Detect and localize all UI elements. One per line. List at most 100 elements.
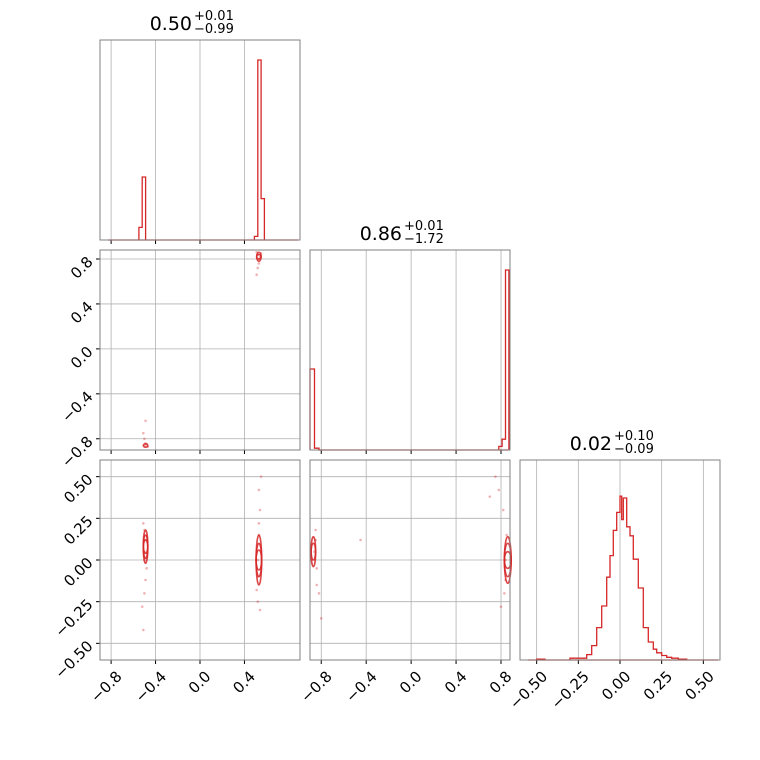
scatter-point bbox=[494, 475, 497, 478]
contour-0-1 bbox=[255, 251, 262, 263]
scatter-point bbox=[143, 592, 146, 595]
scatter-point bbox=[142, 628, 145, 632]
x-tick-label: 0.4 bbox=[229, 668, 259, 698]
title-plus: +0.01 bbox=[194, 9, 234, 24]
title-1: 0.86 +0.01−1.72 bbox=[360, 219, 444, 247]
title-value: 0.50 bbox=[150, 13, 192, 35]
y-tick-label: 0.8 bbox=[67, 253, 97, 283]
histogram-steps bbox=[138, 59, 266, 240]
histogram-steps bbox=[309, 269, 510, 450]
panel-frame bbox=[309, 249, 511, 451]
scatter-point bbox=[257, 522, 261, 525]
scatter-point bbox=[501, 508, 505, 512]
scatter-point bbox=[145, 567, 148, 570]
x-tick-label: −0.4 bbox=[132, 668, 170, 706]
contour-0-2 bbox=[255, 534, 263, 586]
scatter-point bbox=[144, 578, 147, 582]
y-tick-label: −0.8 bbox=[58, 433, 96, 471]
scatter-point bbox=[319, 617, 323, 620]
title-2: 0.02 +0.10−0.09 bbox=[570, 429, 654, 457]
y-tick-label: −0.50 bbox=[51, 637, 96, 682]
scatter-point bbox=[255, 273, 258, 277]
histogram-1 bbox=[309, 269, 510, 451]
panel-1-0 bbox=[96, 249, 301, 454]
x-tick-label: −0.4 bbox=[342, 668, 380, 706]
contour-0-2 bbox=[142, 529, 149, 565]
scatter-point bbox=[259, 475, 263, 478]
title-minus: −1.72 bbox=[404, 232, 444, 247]
y-tick-label: 0.50 bbox=[60, 470, 96, 506]
scatter-0-2 bbox=[140, 475, 263, 632]
scatter-point bbox=[257, 262, 261, 265]
histogram-steps bbox=[536, 495, 688, 660]
scatter-point bbox=[315, 567, 319, 570]
panel-border bbox=[309, 459, 511, 661]
scatter-point bbox=[256, 558, 260, 562]
x-tick-label: 0.0 bbox=[185, 668, 215, 698]
contour-0-1 bbox=[142, 443, 149, 448]
histogram-0 bbox=[108, 59, 298, 241]
scatter-point bbox=[499, 605, 503, 608]
y-tick-label: −0.4 bbox=[58, 388, 96, 426]
contour-level bbox=[255, 534, 263, 586]
x-tick-label: 0.8 bbox=[486, 668, 516, 698]
title-value: 0.86 bbox=[360, 223, 402, 245]
scatter-point bbox=[359, 538, 362, 542]
panel-2-0 bbox=[96, 459, 301, 664]
scatter-point bbox=[257, 488, 261, 492]
panel-border bbox=[99, 39, 301, 241]
scatter-point bbox=[503, 592, 506, 595]
contour-1-2 bbox=[503, 535, 512, 585]
scatter-point bbox=[505, 533, 508, 537]
panel-2-2 bbox=[519, 459, 721, 664]
contour-level bbox=[142, 443, 149, 448]
x-tick-label: 0.0 bbox=[396, 668, 426, 698]
y-tick-label: −0.25 bbox=[51, 595, 96, 640]
x-tick-label: −0.25 bbox=[548, 668, 593, 713]
panel-border bbox=[99, 249, 301, 451]
scatter-point bbox=[142, 522, 145, 525]
scatter-point bbox=[317, 592, 321, 595]
y-tick-label: 0.00 bbox=[60, 554, 96, 590]
contour-1-2 bbox=[310, 535, 317, 568]
contour-level bbox=[142, 529, 149, 565]
contour-level bbox=[310, 535, 317, 568]
x-tick-label: 0.50 bbox=[681, 668, 717, 704]
panel-2-1 bbox=[309, 459, 511, 664]
x-tick-label: 0.4 bbox=[441, 668, 471, 698]
scatter-1-2 bbox=[313, 475, 508, 620]
title-value: 0.02 bbox=[570, 433, 612, 455]
title-minus: −0.99 bbox=[194, 22, 234, 37]
scatter-point bbox=[140, 605, 144, 608]
panel-border bbox=[309, 249, 511, 451]
panel-border bbox=[99, 459, 301, 661]
x-tick-label: 0.25 bbox=[640, 668, 676, 704]
contour-level bbox=[503, 535, 512, 585]
y-tick-label: 0.4 bbox=[67, 298, 97, 328]
panel-0-0 bbox=[99, 39, 301, 244]
x-tick-label: −0.50 bbox=[506, 668, 551, 713]
title-plus: +0.10 bbox=[614, 429, 654, 444]
scatter-point bbox=[258, 508, 262, 512]
scatter-point bbox=[315, 583, 319, 587]
scatter-point bbox=[142, 431, 145, 435]
panel-1-1 bbox=[309, 249, 511, 454]
scatter-point bbox=[256, 266, 260, 270]
scatter-point bbox=[255, 588, 258, 592]
scatter-point bbox=[488, 495, 492, 498]
scatter-point bbox=[256, 600, 260, 603]
panel-border bbox=[519, 459, 721, 661]
scatter-point bbox=[143, 437, 146, 441]
scatter-point bbox=[314, 528, 317, 532]
title-0: 0.50 +0.01−0.99 bbox=[150, 9, 234, 37]
title-plus: +0.01 bbox=[404, 219, 444, 234]
scatter-point bbox=[144, 419, 147, 423]
contour-level bbox=[255, 251, 262, 263]
scatter-point bbox=[258, 608, 262, 612]
x-tick-label: −0.8 bbox=[87, 668, 125, 706]
x-tick-label: 0.00 bbox=[598, 668, 634, 704]
y-tick-label: 0.0 bbox=[67, 343, 97, 373]
x-tick-label: −0.8 bbox=[297, 668, 335, 706]
title-minus: −0.09 bbox=[614, 442, 654, 457]
